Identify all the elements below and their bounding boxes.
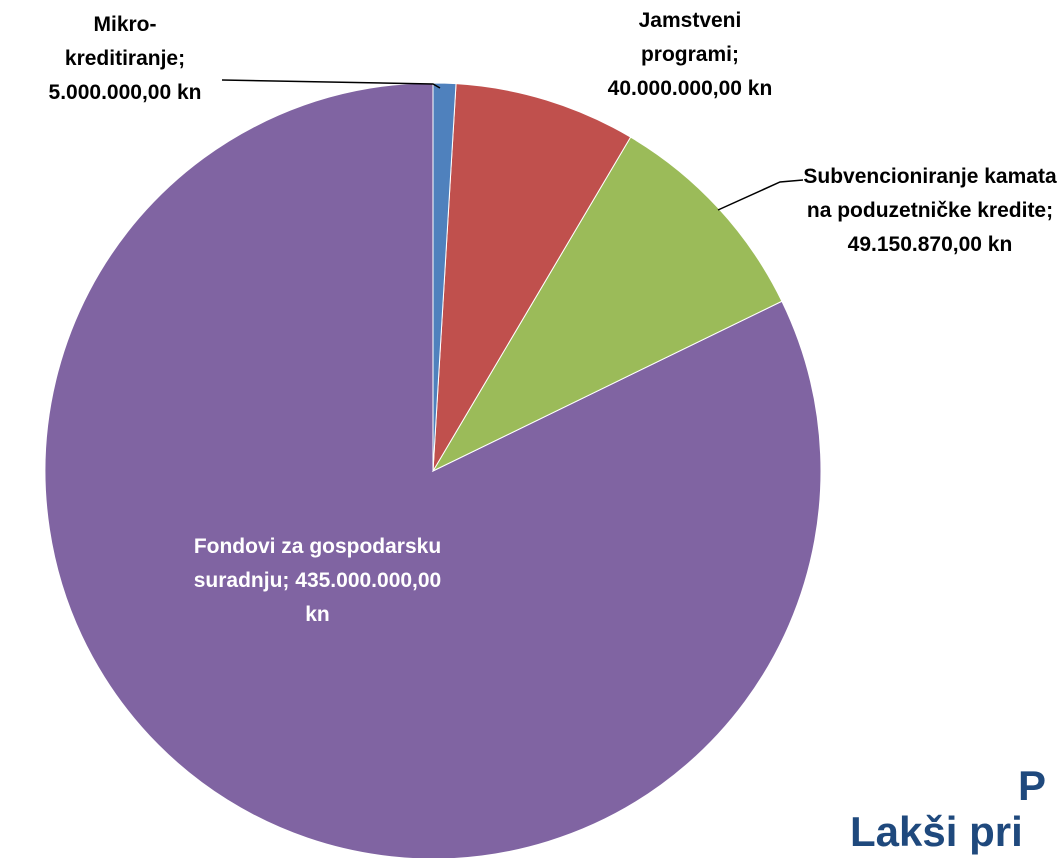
leader-line [717,179,804,211]
value-label: 40.000.000,00 kn [607,77,773,100]
category-label: Fondovi za gospodarsku suradnju; [193,535,442,592]
value-label: 435.000.000,00 kn [295,569,442,626]
slice-label: Jamstveni programi; 40.000.000,00 kn [590,4,790,106]
pie-slice [432,82,457,472]
pie-slice [432,83,632,472]
pie-slice [431,136,783,473]
annotation: P [1018,762,1047,809]
leader-line [221,79,441,89]
value-label: 49.150.870,00 kn [847,233,1013,256]
category-label: Jamstveni programi; [638,9,742,66]
slice-label: Subvencioniranje kamata na poduzetničke … [800,160,1058,262]
slice-label: Mikro-kreditiranje; 5.000.000,00 kn [40,8,210,110]
slice-label: Fondovi za gospodarsku suradnju; 435.000… [190,530,445,632]
value-label: 5.000.000,00 kn [48,81,202,104]
annotation: Lakši pri [850,808,1023,855]
pie-slice [44,82,822,858]
category-label: Mikro-kreditiranje; [64,13,186,70]
category-label: Subvencioniranje kamata na poduzetničke … [803,165,1057,222]
